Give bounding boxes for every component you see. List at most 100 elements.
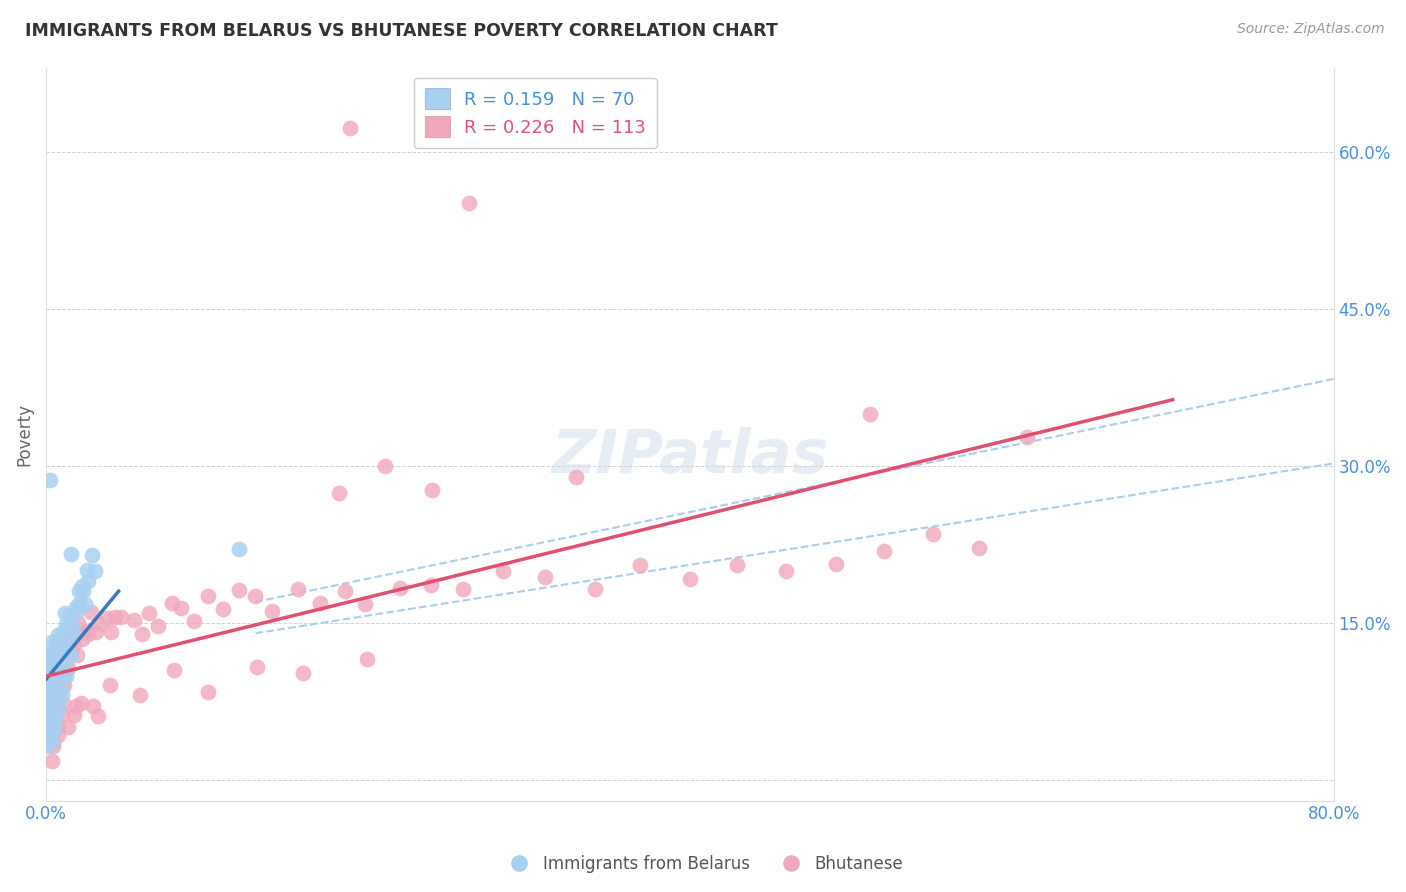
Point <box>922 527 945 541</box>
Point <box>41 735 63 749</box>
Point <box>41 739 63 753</box>
Point <box>356 652 378 666</box>
Point <box>37 700 59 714</box>
Text: Source: ZipAtlas.com: Source: ZipAtlas.com <box>1237 22 1385 37</box>
Point <box>39 698 62 712</box>
Point <box>39 678 62 692</box>
Point <box>35 690 58 704</box>
Point <box>1015 430 1038 444</box>
Point <box>52 671 75 685</box>
Legend: Immigrants from Belarus, Bhutanese: Immigrants from Belarus, Bhutanese <box>496 848 910 880</box>
Point <box>41 684 63 698</box>
Point <box>58 629 80 643</box>
Point <box>55 617 77 632</box>
Point <box>45 666 67 681</box>
Point <box>41 635 63 649</box>
Point <box>52 678 75 692</box>
Point <box>55 669 77 683</box>
Point <box>122 613 145 627</box>
Point <box>389 582 412 596</box>
Point <box>46 700 69 714</box>
Point <box>39 666 62 681</box>
Point <box>35 672 58 686</box>
Point <box>197 590 219 604</box>
Point <box>46 702 69 716</box>
Point <box>37 709 59 723</box>
Point <box>420 577 443 591</box>
Point <box>39 716 62 731</box>
Point <box>46 676 69 690</box>
Point <box>458 196 481 211</box>
Point <box>39 648 62 663</box>
Point <box>69 597 91 611</box>
Point <box>37 645 59 659</box>
Point <box>41 730 63 744</box>
Point <box>80 548 103 562</box>
Point <box>56 661 79 675</box>
Point <box>49 683 72 698</box>
Point <box>138 606 160 620</box>
Point <box>45 657 67 672</box>
Point <box>309 596 332 610</box>
Point <box>87 709 110 723</box>
Point <box>42 691 65 706</box>
Point <box>39 731 62 745</box>
Point <box>148 619 170 633</box>
Point <box>104 610 127 624</box>
Point <box>84 625 107 640</box>
Point <box>48 627 70 641</box>
Point <box>260 604 283 618</box>
Point <box>39 711 62 725</box>
Point <box>65 600 87 615</box>
Point <box>51 672 73 686</box>
Point <box>53 646 76 660</box>
Point <box>374 459 396 474</box>
Point <box>211 601 233 615</box>
Point <box>725 558 748 572</box>
Point <box>96 611 118 625</box>
Point <box>46 689 69 703</box>
Point <box>53 607 76 621</box>
Point <box>170 601 193 615</box>
Point <box>45 682 67 697</box>
Point <box>44 659 66 673</box>
Point <box>56 720 79 734</box>
Point <box>42 734 65 748</box>
Point <box>79 605 101 619</box>
Text: IMMIGRANTS FROM BELARUS VS BHUTANESE POVERTY CORRELATION CHART: IMMIGRANTS FROM BELARUS VS BHUTANESE POV… <box>25 22 778 40</box>
Legend: R = 0.159   N = 70, R = 0.226   N = 113: R = 0.159 N = 70, R = 0.226 N = 113 <box>413 78 657 148</box>
Point <box>76 624 98 638</box>
Point <box>328 485 350 500</box>
Text: ZIPatlas: ZIPatlas <box>551 427 828 486</box>
Point <box>70 632 93 647</box>
Point <box>37 657 59 672</box>
Point <box>333 584 356 599</box>
Point <box>59 608 82 623</box>
Point <box>59 547 82 561</box>
Point <box>44 712 66 726</box>
Point <box>46 728 69 742</box>
Point <box>60 648 83 662</box>
Point <box>46 639 69 653</box>
Point <box>246 659 269 673</box>
Point <box>775 564 797 578</box>
Point <box>60 616 83 631</box>
Point <box>183 614 205 628</box>
Point <box>62 624 84 638</box>
Point <box>63 638 86 652</box>
Point <box>66 616 89 631</box>
Point <box>873 544 896 558</box>
Point <box>48 668 70 682</box>
Point <box>39 701 62 715</box>
Point <box>82 698 104 713</box>
Point <box>291 666 314 681</box>
Point <box>55 634 77 648</box>
Point <box>53 660 76 674</box>
Point <box>679 572 702 586</box>
Point <box>52 663 75 677</box>
Point <box>67 625 90 640</box>
Point <box>41 657 63 672</box>
Point <box>59 626 82 640</box>
Point <box>44 677 66 691</box>
Point <box>34 665 56 680</box>
